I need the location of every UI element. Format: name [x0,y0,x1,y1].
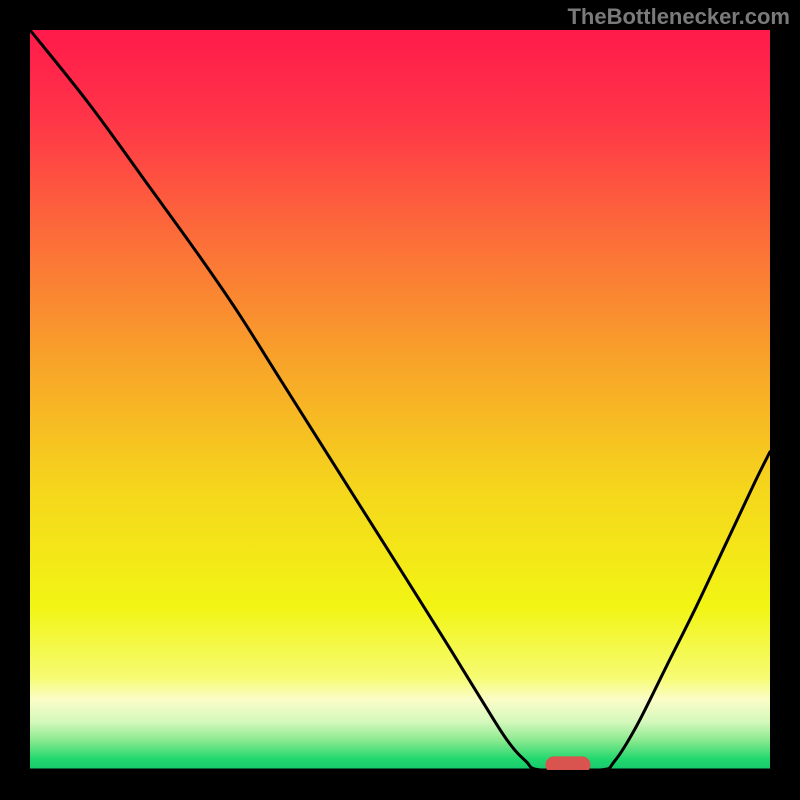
gradient-background [30,30,770,770]
chart-svg [0,0,800,800]
bottleneck-chart: TheBottlenecker.com [0,0,800,800]
plot-area [30,30,770,773]
